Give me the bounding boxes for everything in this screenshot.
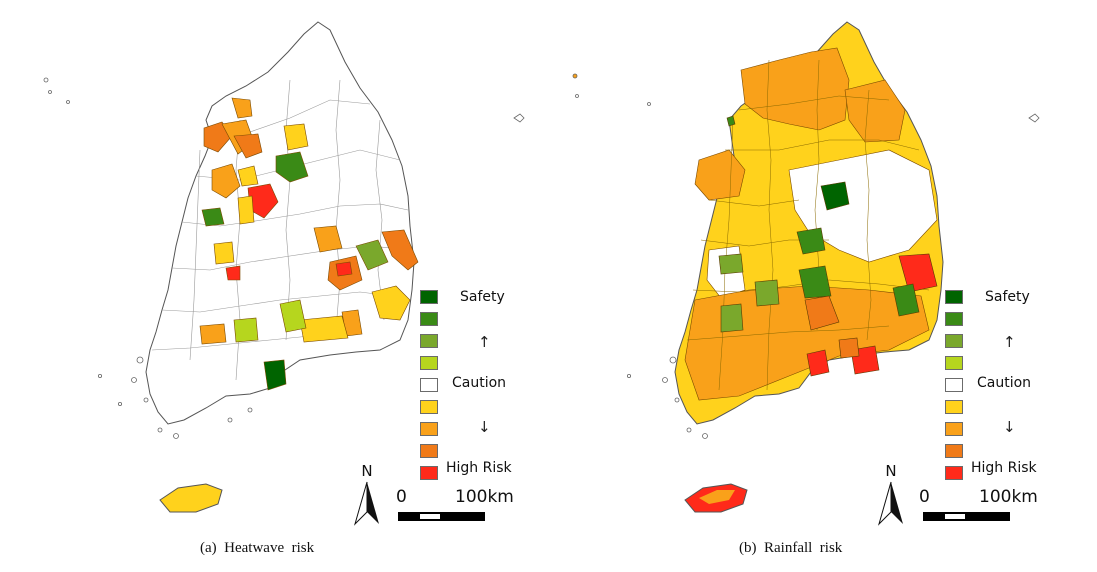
scale-end-label: 100km [979, 487, 1038, 507]
district-boundaries [151, 79, 413, 381]
legend-swatch-1 [945, 290, 963, 304]
scale-start-label: 0 [396, 487, 407, 507]
scale-end-label: 100km [455, 487, 514, 507]
risk-regions [199, 97, 419, 391]
legend-swatch-9 [945, 466, 963, 480]
legend-swatch-5 [420, 378, 438, 392]
legend-swatch-7 [945, 422, 963, 436]
legend-swatch-4 [945, 356, 963, 370]
legend-up-arrow: ↑ [1003, 333, 1016, 351]
legend-swatch-1 [420, 290, 438, 304]
legend-label-caution: Caution [977, 375, 1032, 391]
caption-rainfall: (b) Rainfall risk [739, 540, 843, 556]
scale-bar [398, 512, 485, 521]
legend-swatch-3 [420, 334, 438, 348]
legend-swatch-2 [945, 312, 963, 326]
rainfall-risk-map [572, 21, 1040, 513]
north-label: N [361, 462, 372, 480]
panel-heatwave-risk: Safety ↑ Caution ↓ High Risk N 0 100km (… [0, 0, 548, 572]
jeju-island [159, 483, 223, 513]
legend-swatch-7 [420, 422, 438, 436]
legend-swatch-8 [945, 444, 963, 458]
district-boundaries [686, 59, 930, 391]
legend-up-arrow: ↑ [478, 333, 491, 351]
legend-label-safety: Safety [985, 289, 1030, 305]
islands [572, 73, 1040, 439]
legend-down-arrow: ↓ [478, 418, 491, 436]
north-label: N [885, 462, 896, 480]
risk-regions [718, 115, 938, 377]
legend-swatch-4 [420, 356, 438, 370]
legend-label-high-risk: High Risk [971, 460, 1037, 476]
north-arrow-icon: N [353, 462, 379, 526]
north-arrow-icon: N [877, 462, 903, 526]
scale-start-label: 0 [919, 487, 930, 507]
legend-swatch-3 [945, 334, 963, 348]
scale-bar [923, 512, 1010, 521]
panel-rainfall-risk: Safety ↑ Caution ↓ High Risk N 0 100km (… [549, 0, 1097, 572]
legend-label-safety: Safety [460, 289, 505, 305]
islands [43, 77, 525, 439]
legend-swatch-5 [945, 378, 963, 392]
legend-swatch-9 [420, 466, 438, 480]
legend-down-arrow: ↓ [1003, 418, 1016, 436]
legend-swatch-8 [420, 444, 438, 458]
legend-label-high-risk: High Risk [446, 460, 512, 476]
heatwave-risk-map [43, 21, 525, 513]
caption-heatwave: (a) Heatwave risk [200, 540, 315, 556]
legend-swatch-6 [420, 400, 438, 414]
legend-swatch-2 [420, 312, 438, 326]
legend-swatch-6 [945, 400, 963, 414]
legend-label-caution: Caution [452, 375, 507, 391]
